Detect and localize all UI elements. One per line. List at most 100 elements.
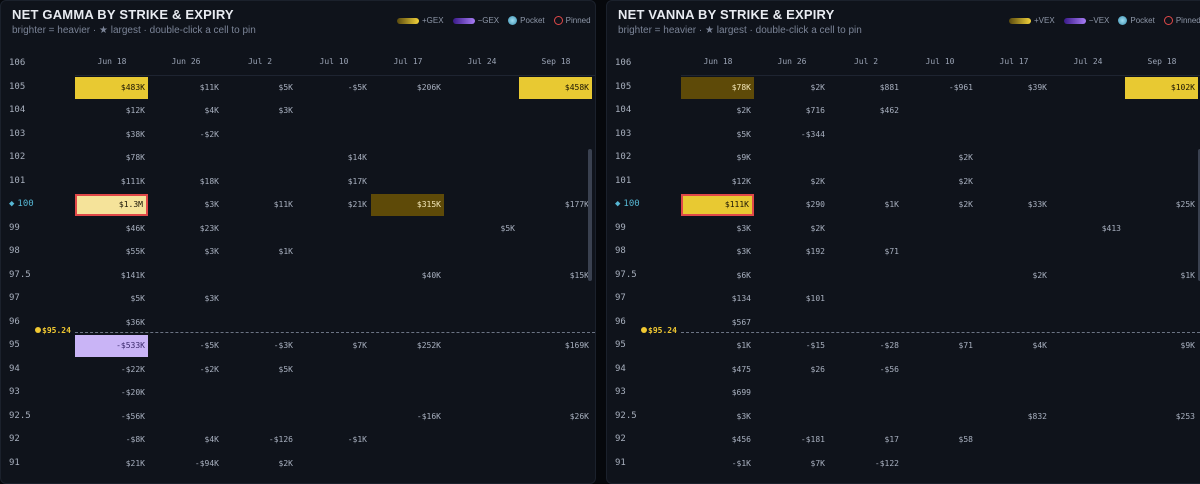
heatmap-cell[interactable] bbox=[977, 429, 1050, 451]
heatmap-cell[interactable] bbox=[297, 100, 370, 122]
heatmap-cell[interactable]: $413 bbox=[1101, 223, 1121, 233]
heatmap-cell[interactable] bbox=[371, 218, 444, 240]
heatmap-cell[interactable] bbox=[371, 359, 444, 381]
heatmap-cell[interactable]: -$8K bbox=[125, 435, 145, 444]
heatmap-cell[interactable]: $832 bbox=[1027, 411, 1047, 421]
heatmap-cell[interactable]: $26 bbox=[810, 364, 825, 374]
heatmap-cell[interactable]: $7K bbox=[810, 458, 825, 468]
heatmap-cell[interactable] bbox=[1051, 335, 1124, 357]
heatmap-cell[interactable]: -$22K bbox=[120, 364, 145, 374]
heatmap-cell[interactable]: $12K bbox=[125, 106, 145, 115]
heatmap-cell[interactable]: $14K bbox=[347, 153, 367, 162]
heatmap-cell[interactable] bbox=[223, 406, 296, 428]
heatmap-cell[interactable]: $17K bbox=[347, 176, 367, 186]
heatmap-cell[interactable]: $71 bbox=[958, 341, 973, 350]
heatmap-cell[interactable] bbox=[977, 124, 1050, 146]
heatmap-cell[interactable] bbox=[829, 288, 902, 310]
heatmap-cell[interactable] bbox=[903, 453, 976, 475]
heatmap-cell[interactable] bbox=[223, 147, 296, 169]
column-header[interactable]: Jun 18 bbox=[703, 57, 733, 66]
heatmap-cell[interactable]: $253 bbox=[1175, 411, 1195, 421]
heatmap-cell[interactable] bbox=[371, 312, 444, 334]
heatmap-cell[interactable]: -$20K bbox=[120, 388, 145, 397]
heatmap-cell[interactable] bbox=[371, 288, 444, 310]
heatmap-cell[interactable]: $2K bbox=[958, 176, 973, 186]
heatmap-cell[interactable] bbox=[1125, 429, 1198, 451]
heatmap-cell[interactable]: $12K bbox=[731, 176, 751, 186]
heatmap-cell[interactable] bbox=[297, 265, 370, 287]
heatmap-cell[interactable] bbox=[903, 359, 976, 381]
heatmap-cell[interactable]: $134 bbox=[731, 294, 751, 303]
heatmap-cell[interactable] bbox=[1125, 218, 1198, 240]
heatmap-cell[interactable] bbox=[445, 124, 518, 146]
heatmap-cell[interactable] bbox=[297, 241, 370, 263]
heatmap-cell[interactable] bbox=[519, 429, 592, 451]
heatmap-cell[interactable] bbox=[519, 53, 592, 75]
heatmap-cell[interactable] bbox=[903, 265, 976, 287]
heatmap-cell[interactable]: $101 bbox=[805, 294, 825, 303]
heatmap-cell[interactable] bbox=[1125, 147, 1198, 169]
heatmap-cell[interactable] bbox=[445, 241, 518, 263]
heatmap-cell[interactable]: $33K bbox=[1027, 200, 1047, 209]
heatmap-cell[interactable] bbox=[445, 288, 518, 310]
heatmap-cell[interactable]: $1K bbox=[278, 247, 293, 256]
heatmap-cell[interactable] bbox=[371, 171, 444, 193]
heatmap-cell[interactable]: $7K bbox=[352, 341, 367, 350]
heatmap-cell[interactable] bbox=[445, 312, 518, 334]
heatmap-cell[interactable] bbox=[297, 218, 370, 240]
heatmap-cell[interactable] bbox=[903, 288, 976, 310]
heatmap-cell[interactable]: $716 bbox=[805, 106, 825, 115]
heatmap-cell[interactable]: -$3K bbox=[273, 341, 293, 350]
scrollbar[interactable] bbox=[1198, 149, 1200, 281]
heatmap-cell[interactable] bbox=[1125, 124, 1198, 146]
heatmap-cell[interactable]: $21K bbox=[125, 458, 145, 468]
heatmap-cell[interactable] bbox=[755, 265, 828, 287]
heatmap-cell[interactable]: $2K bbox=[278, 458, 293, 468]
heatmap-cell[interactable] bbox=[371, 241, 444, 263]
heatmap-cell[interactable] bbox=[1125, 453, 1198, 475]
heatmap-cell[interactable] bbox=[223, 288, 296, 310]
heatmap-cell[interactable] bbox=[1051, 100, 1124, 122]
heatmap-cell[interactable]: -$533K bbox=[75, 335, 148, 357]
heatmap-cell[interactable]: $25K bbox=[1175, 200, 1195, 209]
heatmap-cell[interactable]: $36K bbox=[125, 317, 145, 327]
heatmap-cell[interactable]: $475 bbox=[731, 364, 751, 374]
heatmap-cell[interactable] bbox=[519, 288, 592, 310]
heatmap-cell[interactable]: $1.3M bbox=[75, 194, 148, 216]
heatmap-cell[interactable] bbox=[977, 100, 1050, 122]
heatmap-cell[interactable] bbox=[1125, 241, 1198, 263]
heatmap-cell[interactable] bbox=[75, 53, 148, 75]
legend-pinned[interactable]: Pinned bbox=[553, 16, 591, 25]
heatmap-cell[interactable] bbox=[445, 335, 518, 357]
heatmap-cell[interactable] bbox=[755, 382, 828, 404]
heatmap-cell[interactable]: $177K bbox=[564, 200, 589, 209]
heatmap-cell[interactable]: $55K bbox=[125, 247, 145, 256]
heatmap-cell[interactable]: -$2K bbox=[199, 364, 219, 374]
heatmap-cell[interactable] bbox=[297, 359, 370, 381]
heatmap-cell[interactable]: $5K bbox=[278, 82, 293, 92]
heatmap-cell[interactable] bbox=[297, 288, 370, 310]
heatmap-cell[interactable] bbox=[445, 453, 518, 475]
heatmap-cell[interactable]: $17 bbox=[884, 435, 899, 444]
heatmap-cell[interactable]: $3K bbox=[204, 247, 219, 256]
heatmap-cell[interactable]: -$1K bbox=[731, 458, 751, 468]
heatmap-cell[interactable]: -$1K bbox=[347, 435, 367, 444]
heatmap-cell[interactable]: $38K bbox=[125, 129, 145, 139]
heatmap-cell[interactable] bbox=[829, 218, 902, 240]
heatmap-cell[interactable]: $456 bbox=[731, 435, 751, 444]
heatmap-cell[interactable]: $11K bbox=[199, 82, 219, 92]
column-header[interactable]: Jun 26 bbox=[171, 57, 201, 66]
heatmap-cell[interactable] bbox=[445, 265, 518, 287]
heatmap-cell[interactable] bbox=[755, 147, 828, 169]
heatmap-cell[interactable] bbox=[829, 171, 902, 193]
heatmap-cell[interactable]: $3K bbox=[204, 200, 219, 209]
heatmap-cell[interactable]: $40K bbox=[421, 270, 441, 280]
heatmap-cell[interactable] bbox=[371, 124, 444, 146]
legend-pinned[interactable]: Pinned bbox=[1163, 16, 1200, 25]
heatmap-cell[interactable] bbox=[519, 147, 592, 169]
heatmap-cell[interactable] bbox=[371, 429, 444, 451]
heatmap-cell[interactable] bbox=[223, 265, 296, 287]
column-header[interactable]: Jun 18 bbox=[97, 57, 127, 66]
heatmap-cell[interactable] bbox=[445, 194, 518, 216]
heatmap-cell[interactable]: $881 bbox=[879, 82, 899, 92]
